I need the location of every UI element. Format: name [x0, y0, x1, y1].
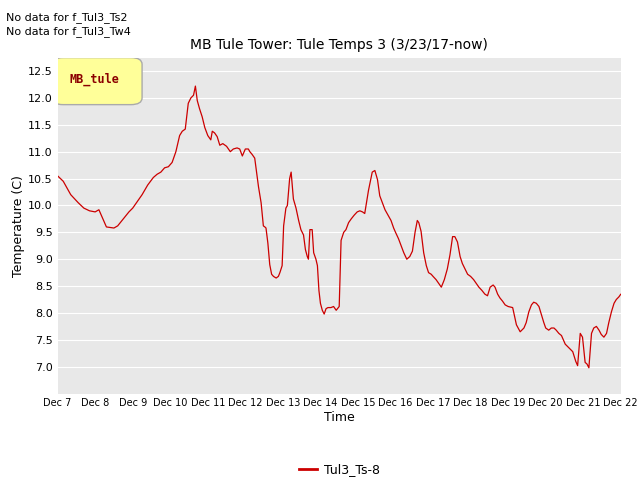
X-axis label: Time: Time	[324, 411, 355, 424]
Y-axis label: Temperature (C): Temperature (C)	[12, 175, 25, 276]
Legend: Tul3_Ts-8: Tul3_Ts-8	[294, 458, 385, 480]
FancyBboxPatch shape	[52, 58, 142, 105]
Text: No data for f_Tul3_Ts2: No data for f_Tul3_Ts2	[6, 12, 128, 23]
Title: MB Tule Tower: Tule Temps 3 (3/23/17-now): MB Tule Tower: Tule Temps 3 (3/23/17-now…	[190, 38, 488, 52]
Text: No data for f_Tul3_Tw4: No data for f_Tul3_Tw4	[6, 26, 131, 37]
Text: MB_tule: MB_tule	[69, 73, 119, 86]
